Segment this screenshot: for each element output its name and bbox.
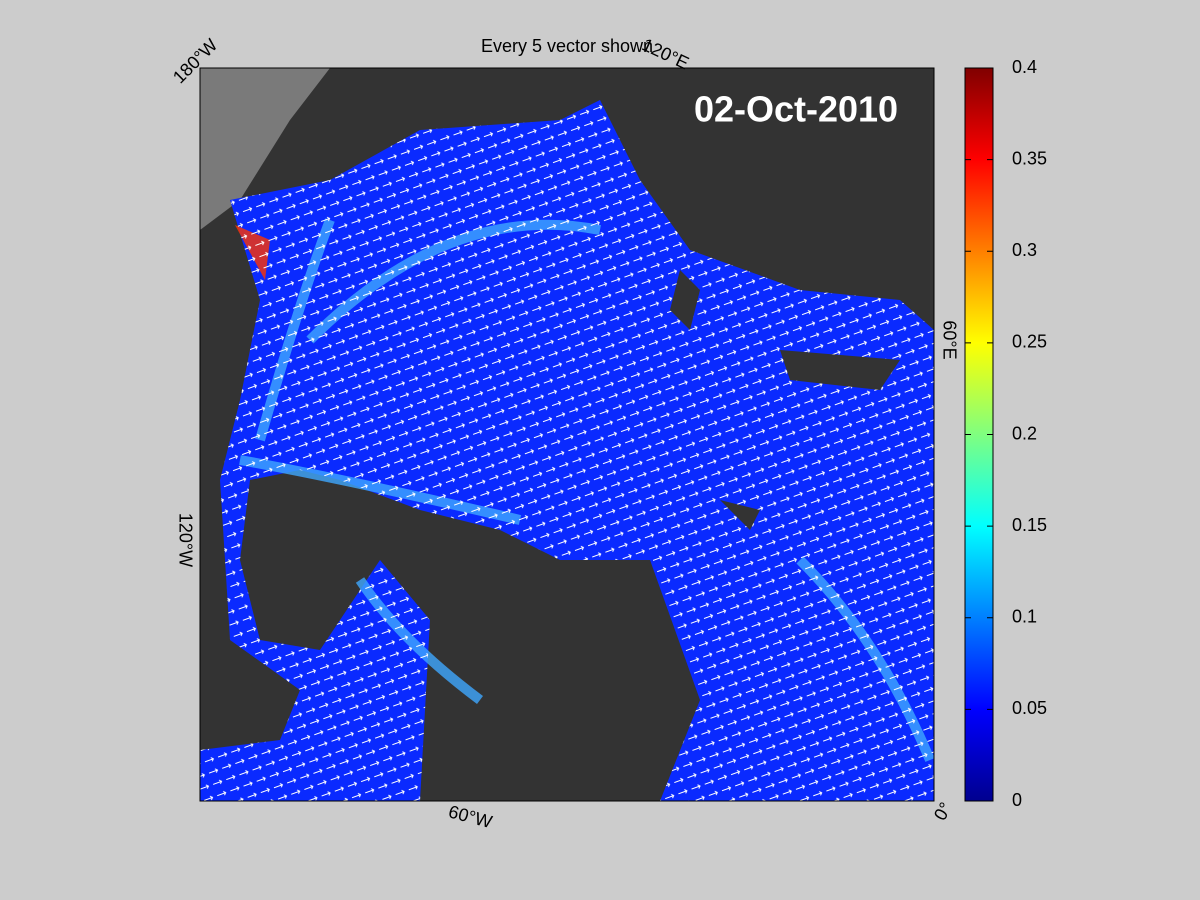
map-area <box>200 68 934 801</box>
colorbar-tick-label: 0.3 <box>1012 240 1037 260</box>
colorbar-tick-label: 0.15 <box>1012 515 1047 535</box>
map-title: Every 5 vector shown <box>481 36 653 56</box>
map-label: 60°E <box>939 320 959 359</box>
colorbar-tick-label: 0 <box>1012 790 1022 810</box>
colorbar-tick-label: 0.05 <box>1012 698 1047 718</box>
colorbar-tick-label: 0.1 <box>1012 607 1037 627</box>
map-label: 120°E <box>639 34 692 73</box>
map-label: 120°W <box>175 513 195 567</box>
colorbar-tick-label: 0.35 <box>1012 148 1047 168</box>
map-label: 60°W <box>446 801 494 832</box>
colorbar-tick-label: 0.4 <box>1012 57 1037 77</box>
map-label: 0° <box>930 799 956 824</box>
colorbar-tick-label: 0.25 <box>1012 332 1047 352</box>
map-frame <box>199 67 935 802</box>
colorbar-tick-label: 0.2 <box>1012 423 1037 443</box>
date-label: 02-Oct-2010 <box>694 89 898 130</box>
